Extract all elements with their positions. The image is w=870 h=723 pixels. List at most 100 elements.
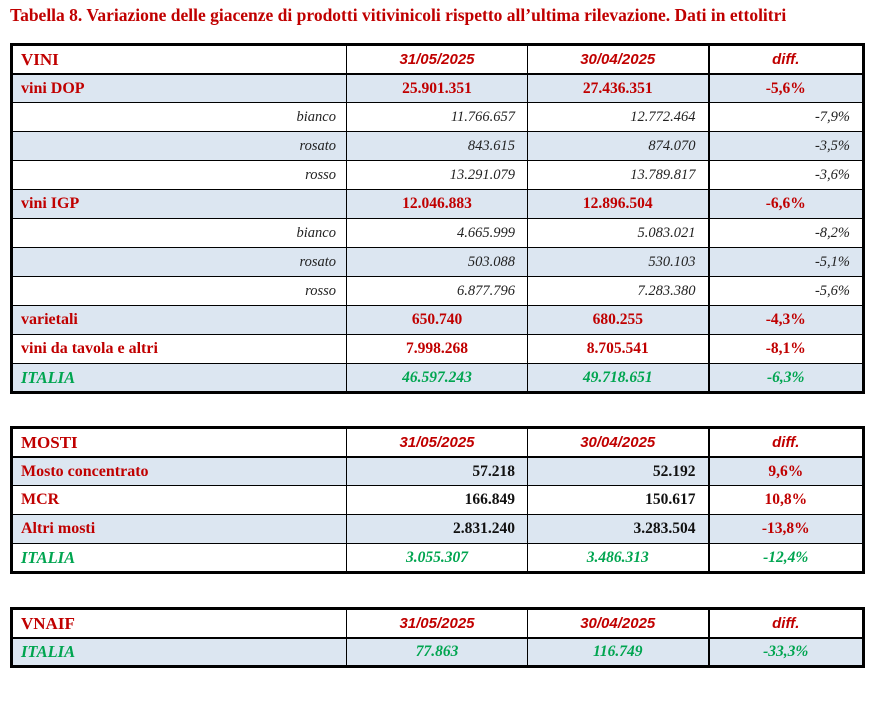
table-row-igp-rosato: rosato 503.088 530.103 -5,1% <box>11 247 864 277</box>
column-header-diff: diff. <box>707 608 864 639</box>
value-previous: 13.789.817 <box>527 160 709 190</box>
row-label: Mosto concentrato <box>11 456 347 486</box>
column-header-date-1: 31/05/2025 <box>346 608 528 639</box>
diff-value: -12,4% <box>707 543 864 573</box>
table-row-mcr: MCR 166.849 150.617 10,8% <box>11 485 864 515</box>
diff-value: -5,1% <box>707 247 864 277</box>
value-previous: 27.436.351 <box>527 73 709 103</box>
row-label: vini da tavola e altri <box>11 334 347 364</box>
column-header-date-1: 31/05/2025 <box>346 427 528 458</box>
column-header-date-1: 31/05/2025 <box>346 44 528 75</box>
diff-value: -7,9% <box>707 102 864 132</box>
diff-value: -4,3% <box>707 305 864 335</box>
table-row-dop-rosso: rosso 13.291.079 13.789.817 -3,6% <box>11 160 864 190</box>
value-previous: 680.255 <box>527 305 709 335</box>
table-row-altri-mosti: Altri mosti 2.831.240 3.283.504 -13,8% <box>11 514 864 544</box>
section-title-vini: VINI <box>11 44 347 75</box>
table-row-vini-italia-total: ITALIA 46.597.243 49.718.651 -6,3% <box>11 363 864 393</box>
diff-value: -5,6% <box>707 276 864 306</box>
column-header-date-2: 30/04/2025 <box>527 44 709 75</box>
value-current: 46.597.243 <box>346 363 528 393</box>
value-previous: 7.283.380 <box>527 276 709 306</box>
table-row-vnaif-italia-total: ITALIA 77.863 116.749 -33,3% <box>11 637 864 667</box>
row-label: ITALIA <box>11 637 347 667</box>
value-previous: 52.192 <box>527 456 709 486</box>
value-current: 7.998.268 <box>346 334 528 364</box>
value-previous: 150.617 <box>527 485 709 515</box>
diff-value: -5,6% <box>707 73 864 103</box>
value-current: 12.046.883 <box>346 189 528 219</box>
row-label: bianco <box>11 218 347 248</box>
section-title-mosti: MOSTI <box>11 427 347 458</box>
table-row-igp-rosso: rosso 6.877.796 7.283.380 -5,6% <box>11 276 864 306</box>
value-current: 4.665.999 <box>346 218 528 248</box>
value-previous: 874.070 <box>527 131 709 161</box>
diff-value: -3,6% <box>707 160 864 190</box>
column-header-diff: diff. <box>707 44 864 75</box>
value-previous: 49.718.651 <box>527 363 709 393</box>
value-previous: 8.705.541 <box>527 334 709 364</box>
column-header-date-2: 30/04/2025 <box>527 608 709 639</box>
row-label: rosato <box>11 131 347 161</box>
table-row-vini-dop: vini DOP 25.901.351 27.436.351 -5,6% <box>11 73 864 103</box>
value-current: 3.055.307 <box>346 543 528 573</box>
value-current: 6.877.796 <box>346 276 528 306</box>
value-current: 650.740 <box>346 305 528 335</box>
diff-value: -8,2% <box>707 218 864 248</box>
diff-value: -6,6% <box>707 189 864 219</box>
row-label: vini DOP <box>11 73 347 103</box>
value-previous: 3.486.313 <box>527 543 709 573</box>
table-title: Tabella 8. Variazione delle giacenze di … <box>10 5 787 25</box>
row-label: MCR <box>11 485 347 515</box>
row-label: rosso <box>11 276 347 306</box>
mosti-table: MOSTI 31/05/2025 30/04/2025 diff. Mosto … <box>10 426 865 575</box>
section-title-vnaif: VNAIF <box>11 608 347 639</box>
row-label: rosso <box>11 160 347 190</box>
diff-value: -3,5% <box>707 131 864 161</box>
column-header-diff: diff. <box>707 427 864 458</box>
diff-value: -13,8% <box>707 514 864 544</box>
value-current: 503.088 <box>346 247 528 277</box>
row-label: Altri mosti <box>11 514 347 544</box>
row-label: ITALIA <box>11 543 347 573</box>
diff-value: 10,8% <box>707 485 864 515</box>
diff-value: -33,3% <box>707 637 864 667</box>
value-current: 2.831.240 <box>346 514 528 544</box>
value-previous: 3.283.504 <box>527 514 709 544</box>
table-row-mosti-italia-total: ITALIA 3.055.307 3.486.313 -12,4% <box>11 543 864 573</box>
diff-value: -8,1% <box>707 334 864 364</box>
row-label: vini IGP <box>11 189 347 219</box>
table-row-dop-rosato: rosato 843.615 874.070 -3,5% <box>11 131 864 161</box>
table-row-mosto-concentrato: Mosto concentrato 57.218 52.192 9,6% <box>11 456 864 486</box>
table-row-varietali: varietali 650.740 680.255 -4,3% <box>11 305 864 335</box>
mosti-header-row: MOSTI 31/05/2025 30/04/2025 diff. <box>11 427 864 458</box>
vini-header-row: VINI 31/05/2025 30/04/2025 diff. <box>11 44 864 75</box>
value-current: 13.291.079 <box>346 160 528 190</box>
value-current: 843.615 <box>346 131 528 161</box>
value-previous: 12.772.464 <box>527 102 709 132</box>
document-page: Tabella 8. Variazione delle giacenze di … <box>0 4 870 669</box>
row-label: rosato <box>11 247 347 277</box>
diff-value: -6,3% <box>707 363 864 393</box>
table-row-dop-bianco: bianco 11.766.657 12.772.464 -7,9% <box>11 102 864 132</box>
value-previous: 116.749 <box>527 637 709 667</box>
diff-value: 9,6% <box>707 456 864 486</box>
row-label: ITALIA <box>11 363 347 393</box>
vini-table: VINI 31/05/2025 30/04/2025 diff. vini DO… <box>10 43 865 395</box>
value-current: 25.901.351 <box>346 73 528 103</box>
value-current: 166.849 <box>346 485 528 515</box>
value-previous: 5.083.021 <box>527 218 709 248</box>
value-previous: 12.896.504 <box>527 189 709 219</box>
value-current: 11.766.657 <box>346 102 528 132</box>
value-previous: 530.103 <box>527 247 709 277</box>
table-row-vini-igp: vini IGP 12.046.883 12.896.504 -6,6% <box>11 189 864 219</box>
value-current: 77.863 <box>346 637 528 667</box>
table-row-igp-bianco: bianco 4.665.999 5.083.021 -8,2% <box>11 218 864 248</box>
value-current: 57.218 <box>346 456 528 486</box>
vnaif-table: VNAIF 31/05/2025 30/04/2025 diff. ITALIA… <box>10 607 865 669</box>
vnaif-header-row: VNAIF 31/05/2025 30/04/2025 diff. <box>11 608 864 639</box>
row-label: varietali <box>11 305 347 335</box>
row-label: bianco <box>11 102 347 132</box>
table-row-vini-da-tavola: vini da tavola e altri 7.998.268 8.705.5… <box>11 334 864 364</box>
column-header-date-2: 30/04/2025 <box>527 427 709 458</box>
